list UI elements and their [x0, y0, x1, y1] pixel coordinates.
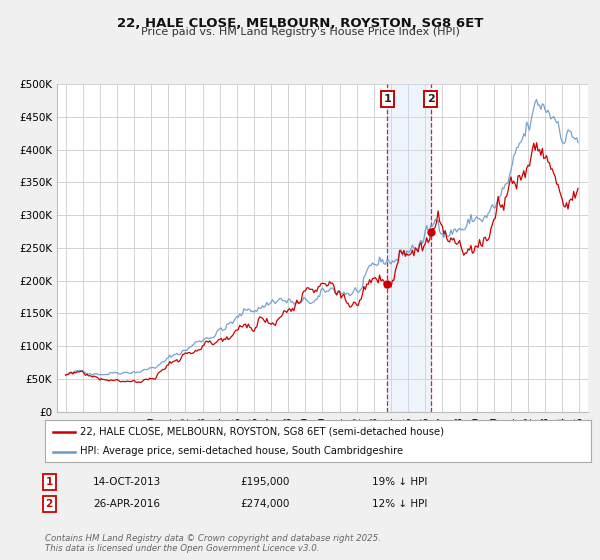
Text: 22, HALE CLOSE, MELBOURN, ROYSTON, SG8 6ET: 22, HALE CLOSE, MELBOURN, ROYSTON, SG8 6… — [117, 17, 483, 30]
Bar — [388, 84, 431, 412]
Text: 14-OCT-2013: 14-OCT-2013 — [93, 477, 161, 487]
Text: Price paid vs. HM Land Registry's House Price Index (HPI): Price paid vs. HM Land Registry's House … — [140, 27, 460, 37]
Text: 19% ↓ HPI: 19% ↓ HPI — [372, 477, 427, 487]
Text: 12% ↓ HPI: 12% ↓ HPI — [372, 499, 427, 509]
Text: 26-APR-2016: 26-APR-2016 — [93, 499, 160, 509]
Text: Contains HM Land Registry data © Crown copyright and database right 2025.
This d: Contains HM Land Registry data © Crown c… — [45, 534, 381, 553]
Text: HPI: Average price, semi-detached house, South Cambridgeshire: HPI: Average price, semi-detached house,… — [80, 446, 404, 456]
Text: 1: 1 — [383, 94, 391, 104]
Text: 2: 2 — [427, 94, 434, 104]
Text: £274,000: £274,000 — [240, 499, 289, 509]
Text: £195,000: £195,000 — [240, 477, 289, 487]
Text: 1: 1 — [46, 477, 53, 487]
Text: 22, HALE CLOSE, MELBOURN, ROYSTON, SG8 6ET (semi-detached house): 22, HALE CLOSE, MELBOURN, ROYSTON, SG8 6… — [80, 427, 445, 437]
Text: 2: 2 — [46, 499, 53, 509]
